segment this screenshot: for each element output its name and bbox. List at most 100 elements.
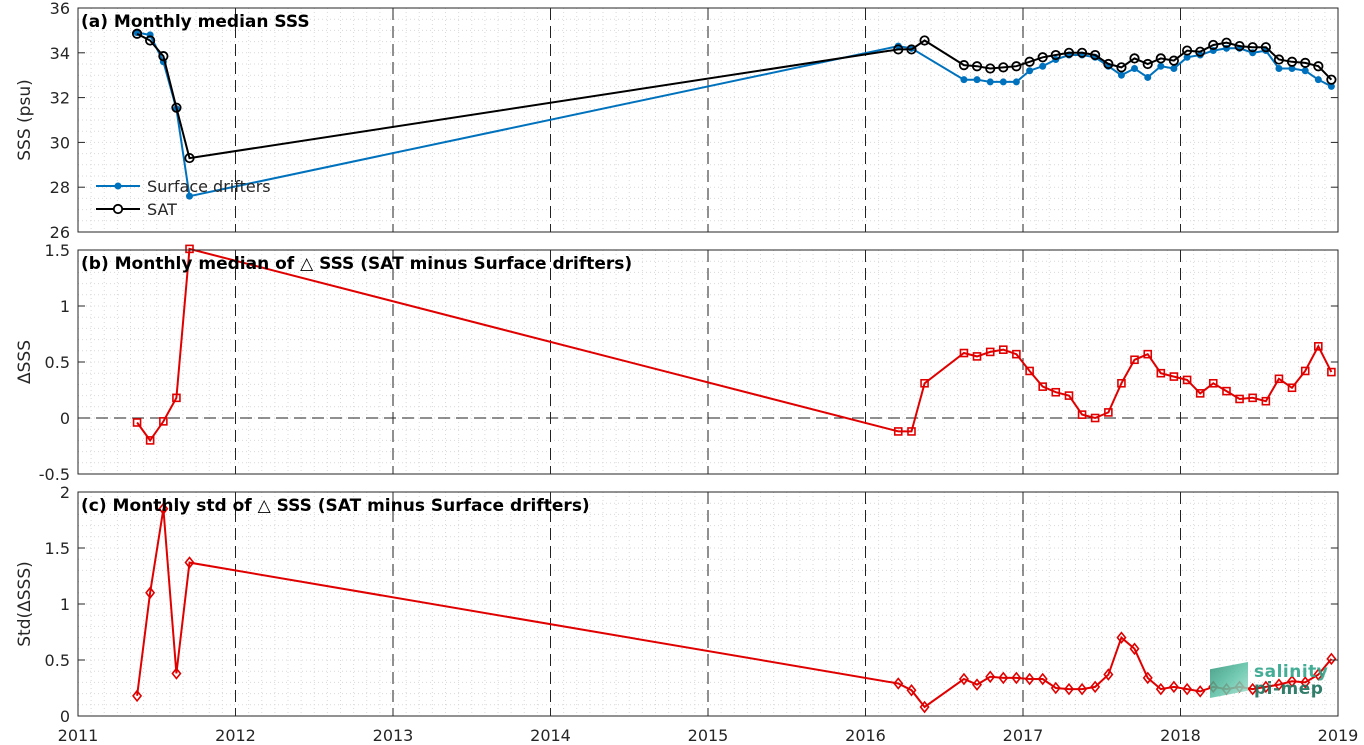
series-line bbox=[136, 32, 1333, 160]
data-point bbox=[1090, 49, 1101, 61]
data-point bbox=[998, 671, 1009, 685]
y-axis-label: ΔSSS bbox=[15, 340, 35, 384]
data-point bbox=[960, 76, 968, 84]
data-point bbox=[1260, 680, 1271, 694]
data-point bbox=[1129, 53, 1140, 64]
y-tick-label: 28 bbox=[50, 178, 70, 197]
data-point bbox=[1024, 672, 1035, 686]
data-point bbox=[132, 689, 143, 703]
panel-title: (b) Monthly median of △ SSS (SAT minus S… bbox=[81, 254, 632, 274]
data-point bbox=[1286, 56, 1298, 67]
data-point bbox=[1063, 47, 1075, 58]
data-point bbox=[1300, 366, 1310, 376]
data-point bbox=[1300, 57, 1311, 68]
data-point bbox=[999, 345, 1008, 354]
x-tick-label: 2017 bbox=[1003, 726, 1044, 745]
data-point bbox=[1301, 67, 1309, 75]
data-point bbox=[1050, 49, 1061, 61]
panel-b: -0.5 0 0.5 1 1.5 ΔSSS (b) Monthly median of △ … bbox=[15, 241, 1339, 484]
legend-label-drifters: Surface drifters bbox=[147, 177, 271, 196]
data-point bbox=[1131, 64, 1139, 72]
data-point bbox=[958, 60, 970, 71]
data-point bbox=[958, 672, 969, 686]
data-point bbox=[1012, 78, 1020, 86]
data-point bbox=[907, 427, 916, 436]
data-point bbox=[906, 683, 917, 697]
x-tick-label: 2012 bbox=[215, 726, 256, 745]
data-point bbox=[1313, 61, 1324, 72]
data-point bbox=[1077, 682, 1088, 696]
data-point bbox=[1170, 64, 1178, 72]
data-point bbox=[1076, 47, 1088, 58]
data-point bbox=[1026, 67, 1034, 75]
logo-text-line1: salinity bbox=[1254, 662, 1329, 682]
data-point bbox=[959, 348, 969, 358]
data-point bbox=[1247, 42, 1258, 53]
x-tick-label: 2016 bbox=[845, 726, 886, 745]
data-point bbox=[158, 502, 169, 516]
data-point bbox=[920, 378, 929, 388]
data-point bbox=[171, 102, 182, 113]
data-point bbox=[1037, 672, 1048, 686]
data-point bbox=[145, 35, 156, 46]
data-point bbox=[1064, 391, 1074, 400]
data-point bbox=[185, 244, 194, 254]
data-point bbox=[906, 44, 917, 55]
data-point bbox=[973, 76, 981, 84]
data-point bbox=[1208, 378, 1218, 388]
y-tick-label: 0 bbox=[60, 409, 70, 428]
data-point bbox=[1077, 410, 1087, 419]
data-point bbox=[1327, 82, 1335, 90]
data-point bbox=[1142, 58, 1153, 70]
x-tick-label: 2011 bbox=[58, 726, 99, 745]
data-point bbox=[158, 51, 169, 62]
data-point bbox=[1273, 678, 1284, 691]
data-point bbox=[1155, 682, 1166, 696]
data-point bbox=[131, 28, 143, 39]
y-tick-label: 30 bbox=[50, 133, 70, 152]
y-axis-label: SSS (psu) bbox=[15, 79, 35, 160]
legend-marker-drifters bbox=[114, 182, 122, 190]
data-point bbox=[1011, 61, 1022, 72]
data-point bbox=[1039, 62, 1047, 70]
y-tick-label: 0.5 bbox=[45, 651, 70, 670]
data-point bbox=[1275, 64, 1283, 72]
data-point bbox=[1116, 62, 1127, 73]
data-point bbox=[972, 352, 982, 361]
data-point bbox=[1314, 76, 1322, 84]
data-point bbox=[171, 667, 182, 680]
panel-a: 26 28 30 32 34 36 SSS (psu) (a) Monthly median … bbox=[15, 0, 1339, 242]
data-point bbox=[985, 347, 995, 357]
data-point bbox=[145, 436, 155, 445]
data-point bbox=[1050, 681, 1061, 695]
data-point bbox=[1130, 355, 1139, 365]
data-point bbox=[1300, 676, 1311, 689]
data-point bbox=[1143, 349, 1153, 359]
panel-c: 0 0.5 1 1.5 2 2011 2012 2013 2014 2015 2016 2017 201… bbox=[15, 483, 1358, 745]
data-point bbox=[132, 418, 142, 427]
data-point bbox=[893, 44, 904, 55]
data-point bbox=[1326, 652, 1337, 666]
x-tick-label: 2013 bbox=[373, 726, 414, 745]
x-tick-label: 2019 bbox=[1318, 726, 1359, 745]
data-point bbox=[1248, 393, 1257, 403]
data-point bbox=[1129, 642, 1140, 656]
data-point bbox=[184, 152, 195, 164]
data-point bbox=[919, 35, 930, 46]
data-point bbox=[1314, 342, 1323, 351]
legend-marker-sat bbox=[112, 203, 124, 215]
data-point bbox=[1182, 375, 1192, 385]
panel-title: (c) Monthly std of △ SSS (SAT minus Surf… bbox=[81, 496, 590, 516]
y-tick-label: 0 bbox=[60, 707, 70, 726]
y-tick-label: 34 bbox=[50, 44, 70, 63]
series-line bbox=[136, 508, 1333, 709]
data-point bbox=[1195, 685, 1206, 698]
data-point bbox=[1234, 40, 1245, 52]
data-point bbox=[1182, 682, 1193, 696]
data-point bbox=[1117, 71, 1125, 79]
data-point bbox=[919, 700, 930, 714]
data-point bbox=[1261, 396, 1271, 406]
y-tick-label: 26 bbox=[50, 223, 70, 242]
x-tick-label: 2015 bbox=[688, 726, 729, 745]
